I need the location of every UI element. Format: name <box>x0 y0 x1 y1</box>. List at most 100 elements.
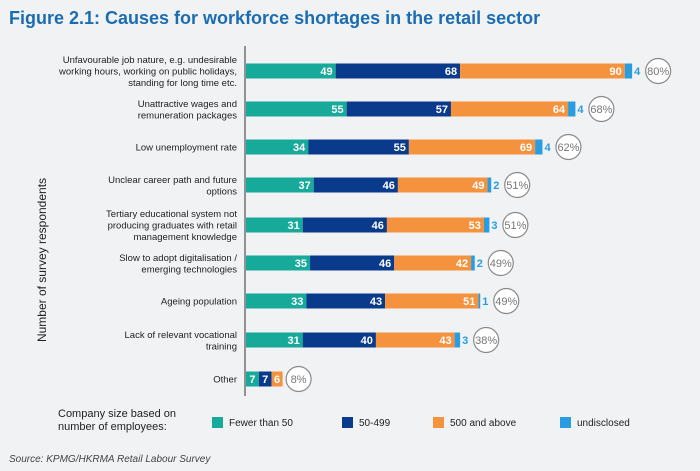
data-label: 43 <box>370 296 382 308</box>
percentage-label: 38% <box>475 335 497 347</box>
category-label: Unclear career path and future options <box>108 175 237 198</box>
percentage-circle <box>555 133 582 161</box>
legend-label: undisclosed <box>577 418 630 429</box>
data-label: 4 <box>544 142 551 154</box>
bar-segment-500-and-above <box>394 255 472 271</box>
data-label: 55 <box>394 142 406 154</box>
bar-segment-500-and-above <box>375 332 455 348</box>
data-label: 68 <box>445 66 457 78</box>
source-note: Source: KPMG/HKRMA Retail Labour Survey <box>9 454 211 465</box>
bar-segment-500-and-above <box>385 293 479 309</box>
bar-segment-500-and-above <box>450 101 569 117</box>
data-label: 31 <box>287 335 299 347</box>
percentage-label: 49% <box>495 296 517 308</box>
data-label: 69 <box>520 142 532 154</box>
percentage-circle <box>493 287 520 315</box>
data-label: 46 <box>379 258 391 270</box>
data-label: 64 <box>553 104 566 116</box>
bar-segment-fewer-than-50 <box>246 139 309 155</box>
data-label: 40 <box>361 335 373 347</box>
data-label: 7 <box>262 374 268 386</box>
bar-segment-undisclosed <box>535 139 543 155</box>
bar-segment-50-499 <box>310 255 395 271</box>
percentage-circle <box>487 249 514 277</box>
data-label: 3 <box>462 335 468 347</box>
legend-label: Fewer than 50 <box>229 418 293 429</box>
data-label: 46 <box>372 220 384 232</box>
data-label: 31 <box>287 220 299 232</box>
bars-group: Unfavourable job nature, e.g. undesirabl… <box>58 55 672 393</box>
data-label: 42 <box>456 258 468 270</box>
data-label: 2 <box>493 180 499 192</box>
bar-segment-50-499 <box>306 293 386 309</box>
data-label: 1 <box>482 296 488 308</box>
bar-segment-fewer-than-50 <box>246 332 303 348</box>
bar-segment-500-and-above <box>460 63 625 79</box>
percentage-label: 49% <box>490 258 512 270</box>
bar-segment-fewer-than-50 <box>246 371 259 387</box>
percentage-label: 8% <box>291 374 307 386</box>
bar-segment-fewer-than-50 <box>246 177 314 193</box>
bar-segment-undisclosed <box>487 177 492 193</box>
bar-segment-500-and-above <box>397 177 488 193</box>
y-axis-title: Number of survey respondents <box>35 178 49 342</box>
bar-segment-undisclosed <box>478 293 481 309</box>
percentage-circle <box>473 326 500 354</box>
category-label: Low unemployment rate <box>136 143 237 154</box>
percentage-circle <box>588 95 615 123</box>
bar-segment-undisclosed <box>624 63 633 79</box>
data-label: 37 <box>298 180 310 192</box>
bar-segment-fewer-than-50 <box>246 63 336 79</box>
percentage-circle <box>285 365 312 393</box>
legend-swatch <box>342 417 353 428</box>
percentage-label: 80% <box>647 66 669 78</box>
percentage-label: 51% <box>506 180 528 192</box>
category-label: Ageing population <box>161 297 237 308</box>
bar-segment-fewer-than-50 <box>246 293 307 309</box>
chart-title: Figure 2.1: Causes for workforce shortag… <box>9 8 541 28</box>
data-label: 53 <box>469 220 481 232</box>
data-label: 6 <box>274 374 280 386</box>
bar-segment-500-and-above <box>408 139 536 155</box>
category-label: Tertiary educational system not producing… <box>106 209 237 243</box>
bar-segment-undisclosed <box>483 217 490 233</box>
bar-segment-fewer-than-50 <box>246 217 303 233</box>
data-label: 55 <box>331 104 343 116</box>
bar-segment-undisclosed <box>568 101 576 117</box>
bar-segment-500-and-above <box>386 217 484 233</box>
bar-segment-50-499 <box>302 217 387 233</box>
category-label: Unfavourable job nature, e.g. undesirabl… <box>58 55 237 89</box>
bar-segment-50-499 <box>308 139 409 155</box>
legend-swatch <box>433 417 444 428</box>
data-label: 49 <box>320 66 332 78</box>
legend-item-500-and-above: 500 and above <box>433 417 516 429</box>
data-label: 4 <box>577 104 584 116</box>
percentage-circle <box>645 57 672 85</box>
bar-segment-500-and-above <box>271 371 283 387</box>
category-label: Unattractive wages and remuneration packa… <box>138 99 238 122</box>
legend-label: 50-499 <box>359 418 391 429</box>
category-label: Lack of relevant vocational training <box>125 330 237 353</box>
bar-segment-50-499 <box>335 63 461 79</box>
legend-item-undisclosed: undisclosed <box>560 417 630 429</box>
bar-segment-fewer-than-50 <box>246 255 311 271</box>
bar-segment-50-499 <box>313 177 398 193</box>
percentage-circle <box>502 211 529 239</box>
category-label: Other <box>213 375 237 386</box>
data-label: 33 <box>291 296 303 308</box>
data-label: 57 <box>436 104 448 116</box>
data-label: 35 <box>295 258 307 270</box>
bar-segment-fewer-than-50 <box>246 101 347 117</box>
data-label: 90 <box>610 66 622 78</box>
percentage-label: 51% <box>504 220 526 232</box>
legend-label: 500 and above <box>450 418 517 429</box>
category-label: Slow to adopt digitalisation / emerging t… <box>119 253 237 276</box>
data-label: 46 <box>383 180 395 192</box>
bar-segment-50-499 <box>258 371 272 387</box>
data-label: 2 <box>477 258 483 270</box>
data-label: 3 <box>491 220 497 232</box>
legend-swatch <box>560 417 571 428</box>
data-label: 49 <box>472 180 484 192</box>
percentage-label: 62% <box>557 142 579 154</box>
